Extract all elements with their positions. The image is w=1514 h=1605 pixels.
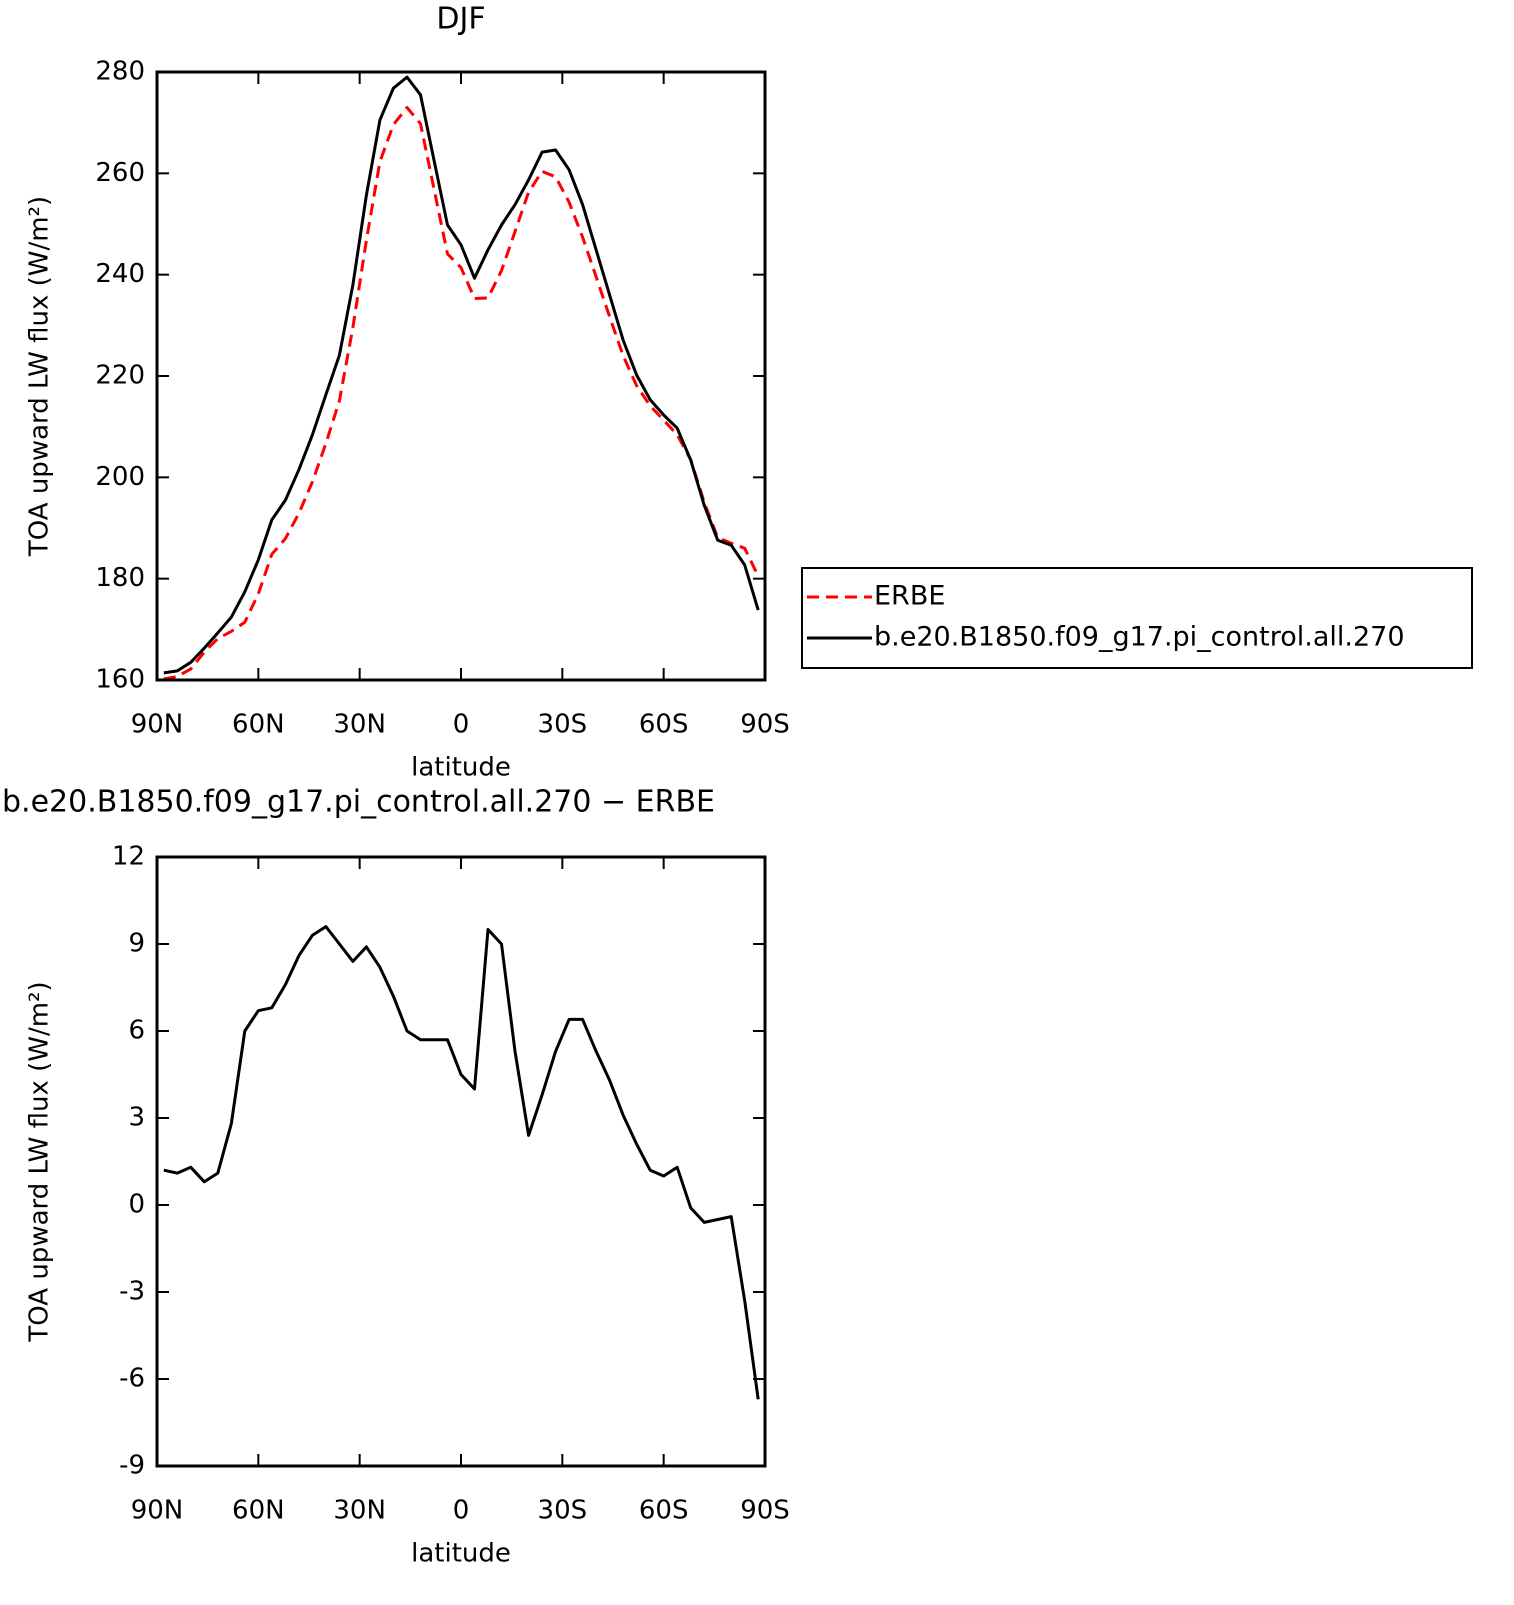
x-tick-label: 90N xyxy=(131,710,184,740)
y-tick-label: 240 xyxy=(95,259,145,289)
y-tick-label: 9 xyxy=(128,929,145,959)
y-tick-label: 180 xyxy=(95,563,145,593)
y-tick-label: 220 xyxy=(95,361,145,391)
y-tick-label: 3 xyxy=(128,1103,145,1133)
y-tick-label: 280 xyxy=(95,57,145,87)
y-tick-label: -3 xyxy=(119,1277,145,1307)
x-tick-label: 0 xyxy=(453,710,470,740)
y-tick-label: -9 xyxy=(119,1451,145,1481)
data-line xyxy=(163,925,760,1400)
x-tick-label: 60N xyxy=(232,710,285,740)
x-tick-label: 30N xyxy=(333,710,386,740)
y-axis-label: TOA upward LW flux (W/m²) xyxy=(25,981,55,1342)
x-tick-label: 60S xyxy=(639,1496,689,1526)
y-axis-label: TOA upward LW flux (W/m²) xyxy=(25,196,55,557)
x-tick-label: 30N xyxy=(333,1496,386,1526)
x-tick-label: 90N xyxy=(131,1496,184,1526)
legend-box xyxy=(801,567,1473,669)
chart-title: b.e20.B1850.f09_g17.pi_control.all.270 −… xyxy=(2,785,715,820)
x-axis-label: latitude xyxy=(411,1539,511,1569)
y-tick-label: 200 xyxy=(95,462,145,492)
chart-title: DJF xyxy=(436,2,485,37)
plot-frame xyxy=(155,855,767,1468)
x-tick-label: 90S xyxy=(740,710,790,740)
x-tick-label: 60N xyxy=(232,1496,285,1526)
data-line xyxy=(163,106,760,681)
plot-frame xyxy=(155,70,767,682)
x-tick-label: 60S xyxy=(639,710,689,740)
x-tick-label: 30S xyxy=(538,1496,588,1526)
x-tick-label: 90S xyxy=(740,1496,790,1526)
x-tick-label: 0 xyxy=(453,1496,470,1526)
legend-text: ERBE xyxy=(874,581,945,612)
data-line xyxy=(163,75,760,675)
x-axis-label: latitude xyxy=(411,753,511,783)
y-tick-label: 0 xyxy=(128,1190,145,1220)
y-tick-label: 12 xyxy=(112,842,145,872)
legend-text: b.e20.B1850.f09_g17.pi_control.all.270 xyxy=(874,622,1405,653)
y-tick-label: 260 xyxy=(95,158,145,188)
y-tick-label: 160 xyxy=(95,665,145,695)
y-tick-label: -6 xyxy=(119,1364,145,1394)
y-tick-label: 6 xyxy=(128,1016,145,1046)
x-tick-label: 30S xyxy=(538,710,588,740)
